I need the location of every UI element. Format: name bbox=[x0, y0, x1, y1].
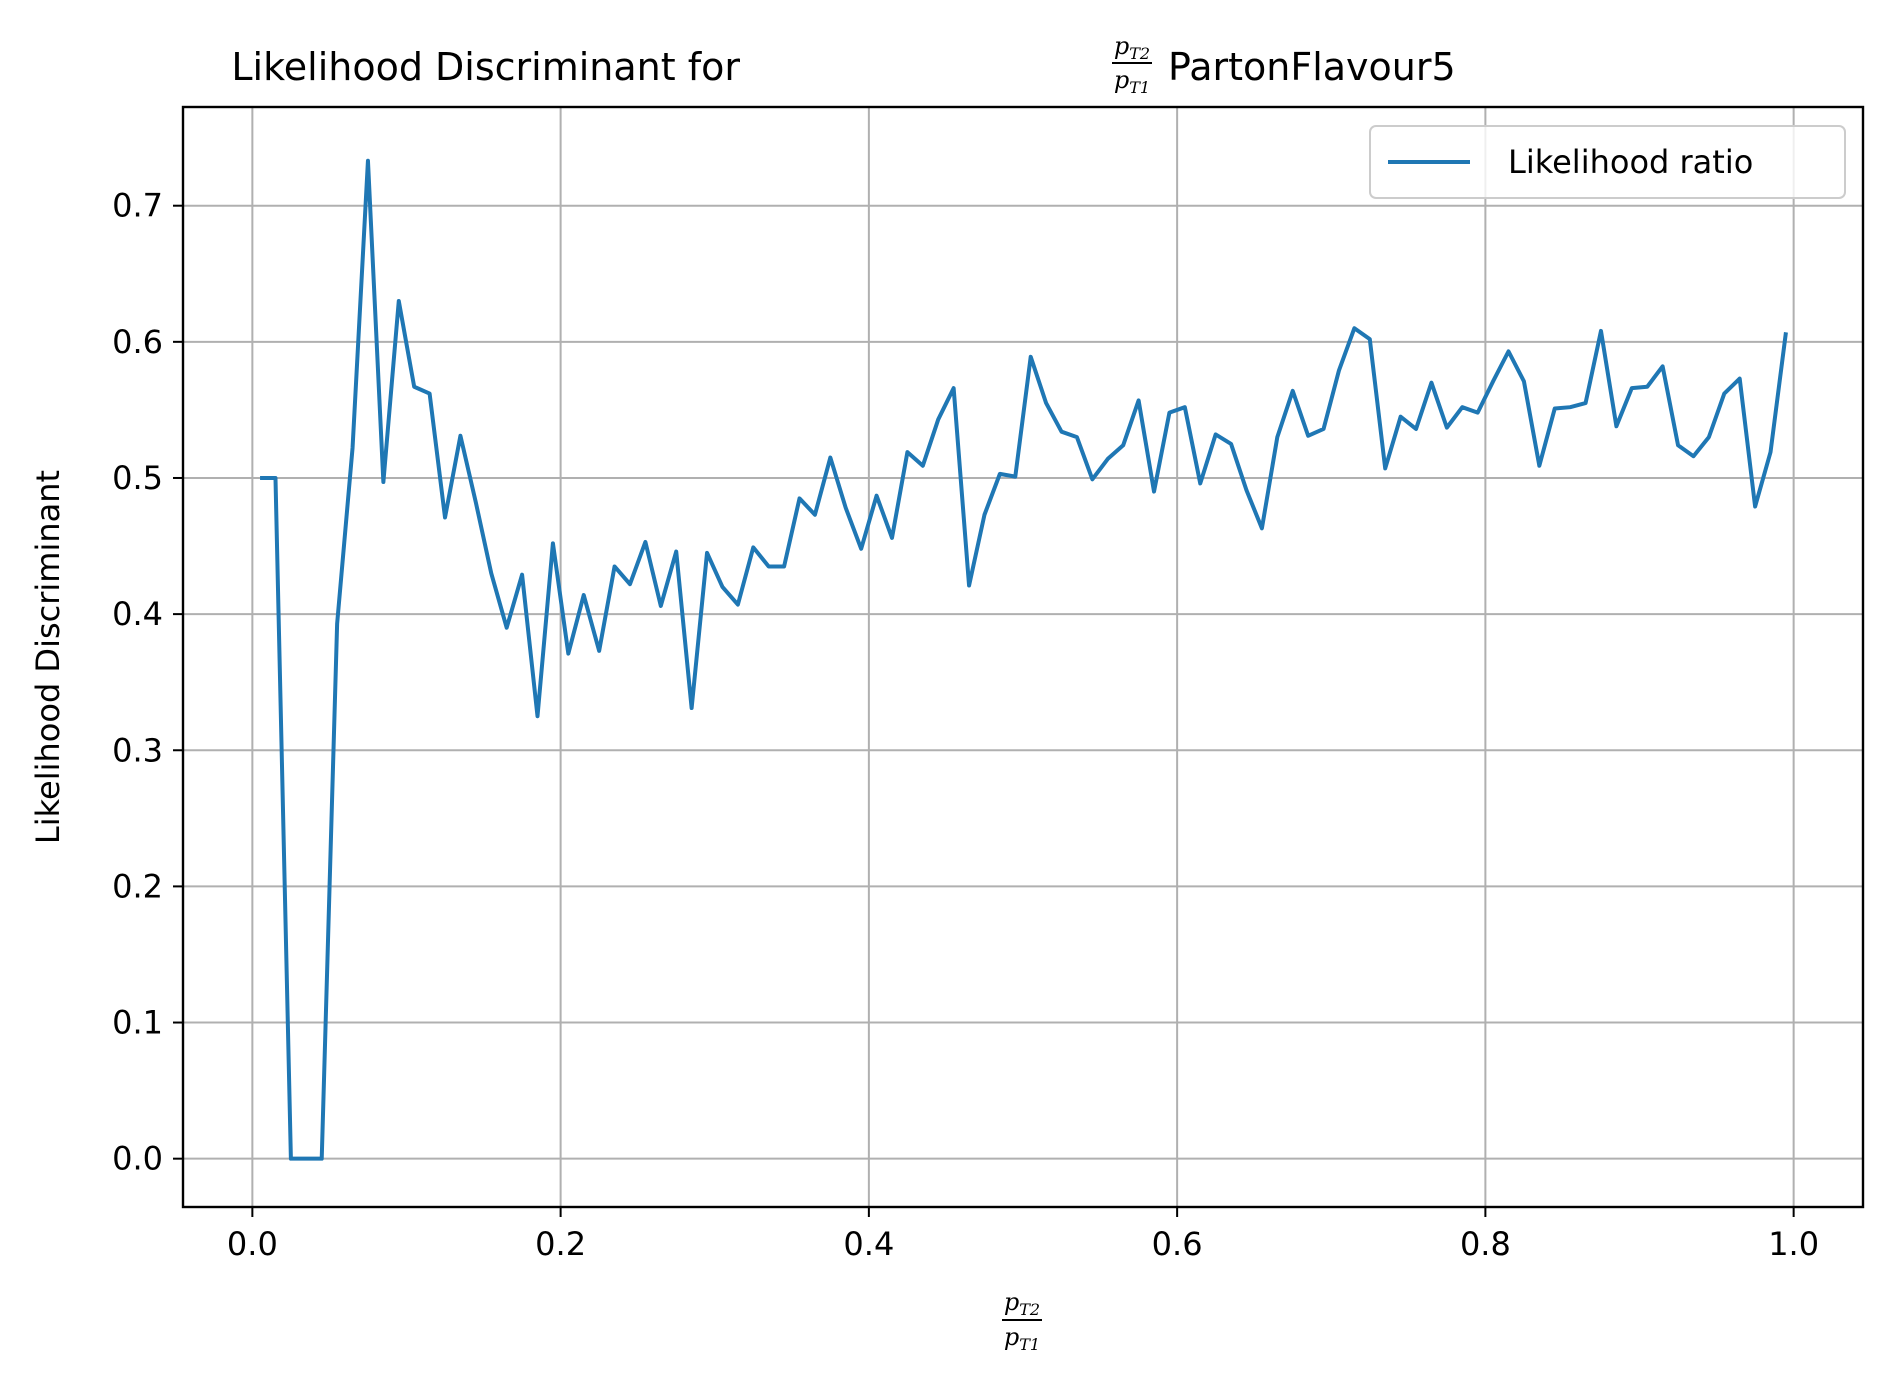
title-suffix: PartonFlavour5 bbox=[1168, 45, 1456, 89]
title-fraction-numerator: pT2 bbox=[1114, 32, 1150, 63]
x-axis-label: pT2 pT1 bbox=[1002, 1288, 1042, 1354]
plot-frame bbox=[181, 105, 1865, 1209]
x-tick-label: 0.2 bbox=[535, 1225, 586, 1263]
x-label-numerator: pT2 bbox=[1004, 1288, 1040, 1319]
x-axis-ticks: 0.0 0.2 0.4 0.6 0.8 1.0 bbox=[227, 1207, 1819, 1263]
y-tick-label: 0.0 bbox=[112, 1140, 163, 1178]
y-tick-label: 0.1 bbox=[112, 1004, 163, 1042]
legend-label: Likelihood ratio bbox=[1508, 143, 1753, 181]
x-tick-label: 1.0 bbox=[1768, 1225, 1819, 1263]
legend-box bbox=[1369, 125, 1846, 199]
legend: Likelihood ratio bbox=[1369, 125, 1846, 199]
y-axis-label: Likelihood Discriminant bbox=[29, 470, 67, 844]
title-fraction: pT2 pT1 bbox=[1112, 32, 1152, 97]
title-fraction-denominator: pT1 bbox=[1114, 66, 1150, 97]
grid-lines bbox=[183, 107, 1863, 1207]
series-layer bbox=[260, 158, 1788, 1161]
y-tick-label: 0.6 bbox=[112, 323, 163, 361]
y-tick-label: 0.7 bbox=[112, 187, 163, 225]
x-tick-label: 0.0 bbox=[227, 1225, 278, 1263]
title-prefix: Likelihood Discriminant for bbox=[231, 45, 740, 89]
x-tick-label: 0.4 bbox=[843, 1225, 894, 1263]
x-tick-label: 0.8 bbox=[1460, 1225, 1511, 1263]
series-line-likelihood-ratio bbox=[260, 158, 1788, 1161]
y-tick-label: 0.2 bbox=[112, 867, 163, 905]
y-tick-label: 0.5 bbox=[112, 459, 163, 497]
x-tick-label: 0.6 bbox=[1152, 1225, 1203, 1263]
x-label-denominator: pT1 bbox=[1004, 1323, 1040, 1354]
y-tick-label: 0.4 bbox=[112, 595, 163, 633]
y-axis-ticks: 0.0 0.1 0.2 0.3 0.4 0.5 0.6 0.7 bbox=[112, 187, 183, 1178]
chart-title: Likelihood Discriminant for pT2 pT1 Part… bbox=[231, 32, 1455, 97]
y-tick-label: 0.3 bbox=[112, 731, 163, 769]
